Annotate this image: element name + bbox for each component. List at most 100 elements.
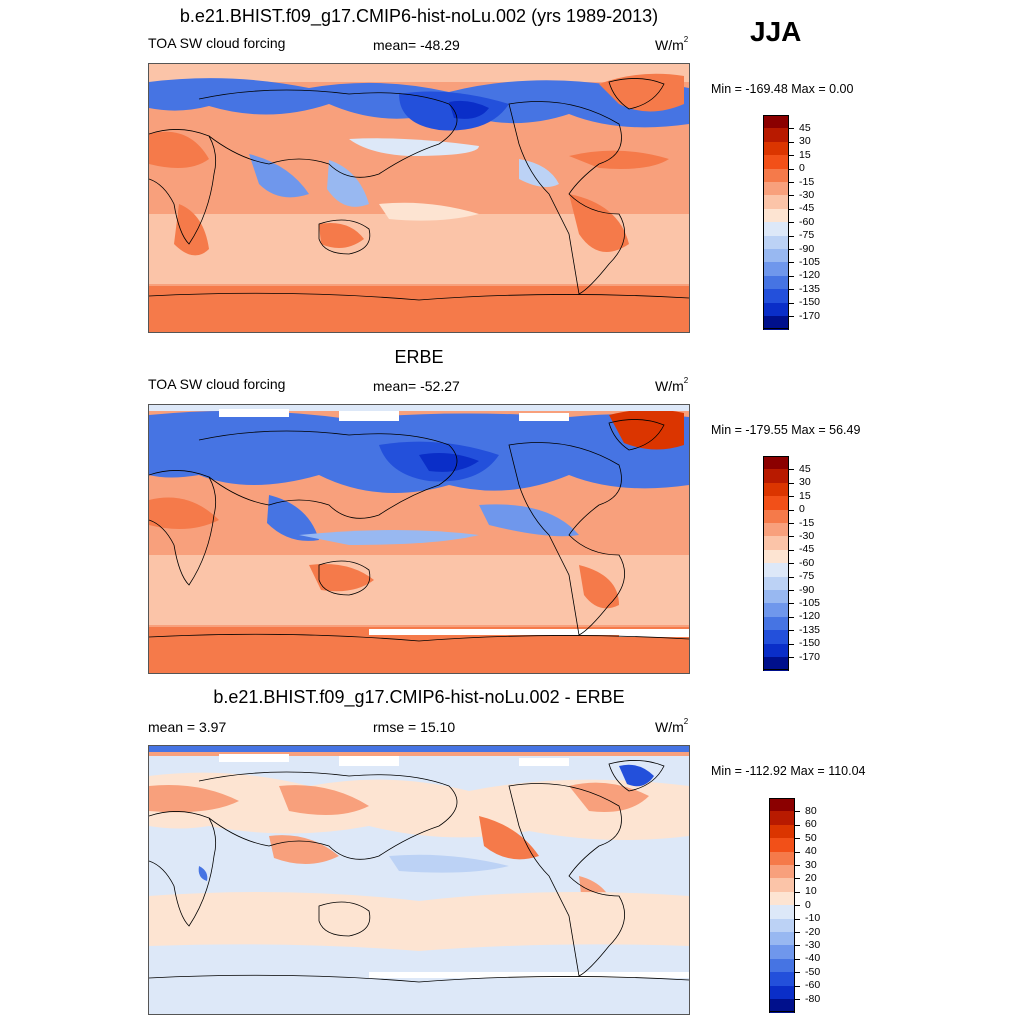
colorbar-label: 50	[805, 831, 817, 844]
colorbar-tick	[795, 972, 800, 974]
colorbar-tick	[789, 222, 794, 224]
colorbar-label: 0	[799, 162, 805, 175]
colorbar-swatch	[769, 905, 795, 920]
colorbar-swatch	[763, 469, 789, 484]
colorbar-label: -30	[799, 529, 815, 542]
colorbar-tick	[789, 657, 794, 658]
colorbar-tick	[795, 985, 800, 987]
colorbar-label: -45	[799, 202, 815, 215]
colorbar-swatch	[769, 798, 795, 812]
colorbar-swatch	[763, 182, 789, 196]
colorbar-label: -90	[799, 583, 815, 596]
colorbar-tick	[795, 838, 800, 840]
colorbar-label: -135	[799, 623, 821, 636]
colorbar-tick	[795, 905, 800, 907]
colorbar-tick	[789, 289, 794, 291]
colorbar-label: -150	[799, 637, 821, 650]
colorbar-label: -40	[805, 952, 821, 965]
colorbar-tick	[789, 128, 794, 130]
colorbar-swatch	[769, 865, 795, 879]
panel-2-variable-label: TOA SW cloud forcing	[148, 376, 286, 392]
colorbar-tick	[795, 958, 800, 960]
colorbar-label: -10	[805, 912, 821, 925]
colorbar-label: -90	[799, 242, 815, 255]
colorbar-swatch	[763, 262, 789, 277]
colorbar-tick	[795, 932, 800, 933]
colorbar-tick	[789, 208, 794, 210]
panel-1-mean-label: mean= -48.29	[373, 37, 460, 53]
colorbar-label: -105	[799, 255, 821, 268]
colorbar-swatch	[763, 208, 789, 223]
panel-1-variable-label: TOA SW cloud forcing	[148, 35, 286, 51]
colorbar-swatch	[763, 235, 789, 250]
colorbar-tick	[789, 235, 794, 237]
colorbar-swatch	[769, 851, 795, 866]
colorbar-label: 0	[799, 503, 805, 516]
colorbar-tick	[789, 536, 794, 538]
colorbar-swatch	[763, 563, 789, 578]
colorbar-swatch	[763, 657, 789, 671]
panel-1-map-canvas	[149, 64, 689, 332]
colorbar-label: -15	[799, 175, 815, 188]
colorbar-tick	[789, 509, 794, 511]
panel-2-title: ERBE	[394, 347, 444, 367]
colorbar-swatch	[763, 509, 789, 524]
colorbar-swatch	[769, 932, 795, 946]
colorbar-swatch	[763, 630, 789, 645]
colorbar-tick	[789, 643, 794, 645]
colorbar-swatch	[769, 945, 795, 960]
colorbar-label: 30	[805, 858, 817, 871]
colorbar-tick	[789, 590, 794, 591]
panel-3-map-canvas	[149, 746, 689, 1014]
colorbar-tick	[795, 945, 800, 947]
colorbar-label: 15	[799, 489, 811, 502]
colorbar-swatch	[763, 289, 789, 304]
colorbar-swatch	[763, 576, 789, 591]
colorbar-tick	[795, 851, 800, 853]
colorbar-label: 30	[799, 476, 811, 489]
colorbar-label: 45	[799, 462, 811, 475]
panel-2-min-max-label: Min = -179.55 Max = 56.49	[711, 423, 861, 437]
colorbar-tick	[789, 249, 794, 250]
panel-2-map	[148, 404, 690, 674]
colorbar-label: -120	[799, 269, 821, 282]
colorbar-swatch	[769, 811, 795, 826]
panel-3-title: b.e21.BHIST.f09_g17.CMIP6-hist-noLu.002 …	[213, 687, 625, 707]
colorbar-label: -75	[799, 570, 815, 583]
colorbar-label: -60	[799, 215, 815, 228]
colorbar-tick	[789, 155, 794, 157]
colorbar-label: 0	[805, 898, 811, 911]
panel-1-map	[148, 63, 690, 333]
colorbar-tick	[789, 496, 794, 498]
panel-1-min-max-label: Min = -169.48 Max = 0.00	[711, 82, 854, 96]
panel-2-map-canvas	[149, 405, 689, 673]
colorbar-tick	[795, 918, 800, 920]
colorbar-swatch	[763, 275, 789, 290]
colorbar-tick	[795, 891, 800, 893]
colorbar-label: 80	[805, 804, 817, 817]
colorbar-swatch	[769, 918, 795, 933]
colorbar-tick	[789, 563, 794, 565]
colorbar-tick	[789, 603, 794, 605]
colorbar-swatch	[763, 536, 789, 551]
colorbar-tick	[789, 141, 794, 143]
colorbar-swatch	[769, 985, 795, 1000]
colorbar-swatch	[763, 316, 789, 330]
panel-1-units-label: W/m2	[655, 35, 689, 53]
colorbar-label: 20	[805, 871, 817, 884]
colorbar-swatch	[769, 878, 795, 893]
colorbar-tick	[789, 168, 794, 170]
colorbar-tick	[795, 878, 800, 880]
colorbar-label: 45	[799, 121, 811, 134]
panel-3-map	[148, 745, 690, 1015]
colorbar-swatch	[763, 222, 789, 237]
colorbar-label: -60	[799, 556, 815, 569]
colorbar-label: -50	[805, 965, 821, 978]
season-label: JJA	[750, 16, 802, 47]
colorbar-swatch	[763, 155, 789, 170]
colorbar-label: -75	[799, 229, 815, 242]
panel-2-mean-label: mean= -52.27	[373, 378, 460, 394]
colorbar-swatch	[763, 590, 789, 604]
colorbar-label: -15	[799, 516, 815, 529]
colorbar-swatch	[763, 616, 789, 631]
